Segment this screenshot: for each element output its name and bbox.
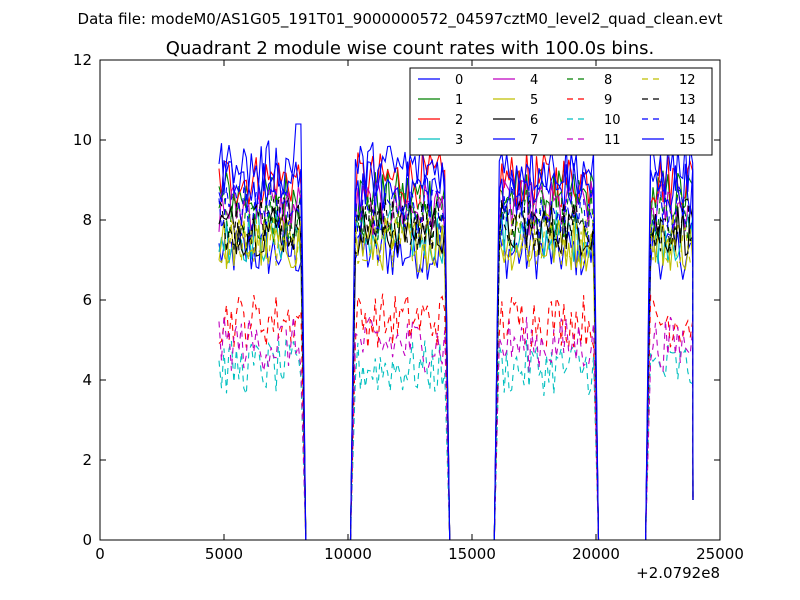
x-tick-label-5: 25000 — [696, 545, 744, 563]
series-line-0 — [218, 224, 694, 540]
x-tick-label-4: 20000 — [572, 545, 620, 563]
legend-label-2: 2 — [455, 113, 463, 128]
legend-label-5: 5 — [530, 93, 538, 108]
series-line-13 — [218, 196, 694, 540]
series-line-3 — [218, 209, 694, 540]
x-tick-label-1: 5000 — [205, 545, 243, 563]
series-line-11 — [218, 314, 694, 540]
series-line-8 — [218, 188, 694, 540]
legend-label-11: 11 — [604, 133, 621, 148]
y-tick-label-4: 8 — [82, 211, 92, 229]
series-line-7 — [218, 123, 694, 540]
series-line-9 — [218, 293, 694, 540]
legend-frame — [409, 67, 713, 156]
series-line-4 — [218, 178, 694, 540]
y-tick-label-6: 12 — [73, 51, 92, 69]
legend-label-15: 15 — [679, 133, 696, 148]
chart-title: Quadrant 2 module wise count rates with … — [166, 38, 655, 59]
x-offset-label: +2.0792e8 — [636, 564, 720, 582]
series-line-6 — [218, 200, 694, 540]
legend-label-13: 13 — [679, 93, 696, 108]
y-tick-label-5: 10 — [73, 131, 92, 149]
legend-label-7: 7 — [530, 133, 538, 148]
legend-label-8: 8 — [604, 73, 612, 88]
y-tick-label-3: 6 — [82, 291, 92, 309]
legend-label-1: 1 — [455, 93, 463, 108]
series-layer — [218, 123, 694, 540]
series-line-12 — [218, 212, 694, 540]
series-line-10 — [218, 339, 694, 540]
legend-label-4: 4 — [530, 73, 538, 88]
legend-label-10: 10 — [604, 113, 621, 128]
legend-label-3: 3 — [455, 133, 463, 148]
series-line-5 — [218, 216, 694, 540]
legend-label-6: 6 — [530, 113, 538, 128]
legend-label-9: 9 — [604, 93, 612, 108]
x-tick-label-0: 0 — [95, 545, 105, 563]
legend-label-14: 14 — [679, 113, 696, 128]
x-tick-label-2: 10000 — [324, 545, 372, 563]
x-axis: 0 5000 10000 15000 20000 25000 — [95, 60, 744, 563]
legend-label-12: 12 — [679, 73, 696, 88]
series-line-15 — [218, 140, 694, 540]
y-tick-label-1: 2 — [82, 451, 92, 469]
y-tick-label-0: 0 — [82, 531, 92, 549]
data-file-line: Data file: modeM0/AS1G05_191T01_90000005… — [78, 10, 723, 29]
legend-label-0: 0 — [455, 73, 463, 88]
x-tick-label-3: 15000 — [448, 545, 496, 563]
y-tick-label-2: 4 — [82, 371, 92, 389]
series-line-14 — [218, 183, 694, 540]
